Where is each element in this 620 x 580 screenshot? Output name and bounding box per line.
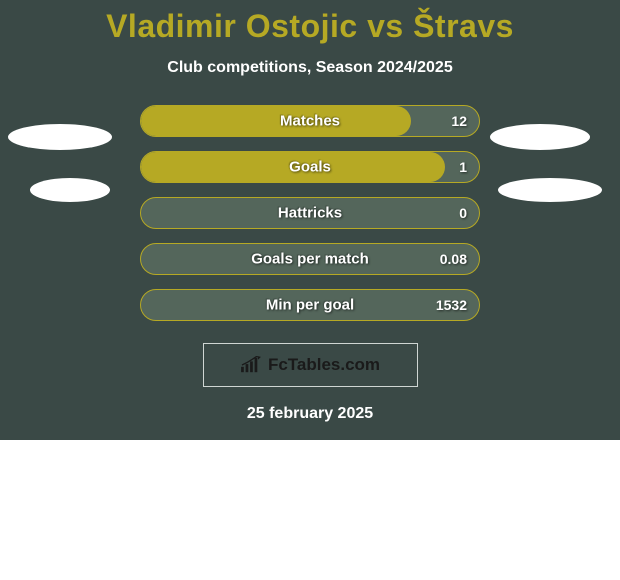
side-ellipse — [8, 124, 112, 150]
stat-row: Goals 1 — [140, 151, 480, 183]
side-ellipse — [498, 178, 602, 202]
stat-label: Hattricks — [278, 205, 342, 222]
brand-logo-text: FcTables.com — [268, 355, 380, 375]
stat-label: Min per goal — [266, 297, 354, 314]
stat-value: 12 — [451, 113, 467, 129]
side-ellipse — [490, 124, 590, 150]
stat-value: 0 — [459, 205, 467, 221]
stat-row: Matches 12 — [140, 105, 480, 137]
side-ellipse — [30, 178, 110, 202]
comparison-card: Vladimir Ostojic vs Štravs Club competit… — [0, 0, 620, 440]
date-label: 25 february 2025 — [0, 405, 620, 423]
stat-row: Hattricks 0 — [140, 197, 480, 229]
stat-value: 1 — [459, 159, 467, 175]
page-title: Vladimir Ostojic vs Štravs — [0, 0, 620, 45]
brand-logo-box[interactable]: FcTables.com — [203, 343, 418, 387]
stat-value: 1532 — [436, 297, 467, 313]
stat-value: 0.08 — [440, 251, 467, 267]
stat-row: Goals per match 0.08 — [140, 243, 480, 275]
stat-fill — [141, 106, 411, 136]
subtitle: Club competitions, Season 2024/2025 — [0, 59, 620, 77]
stat-label: Goals per match — [251, 251, 369, 268]
stat-row: Min per goal 1532 — [140, 289, 480, 321]
stat-label: Goals — [289, 159, 331, 176]
stat-label: Matches — [280, 113, 340, 130]
barchart-icon — [240, 356, 262, 374]
